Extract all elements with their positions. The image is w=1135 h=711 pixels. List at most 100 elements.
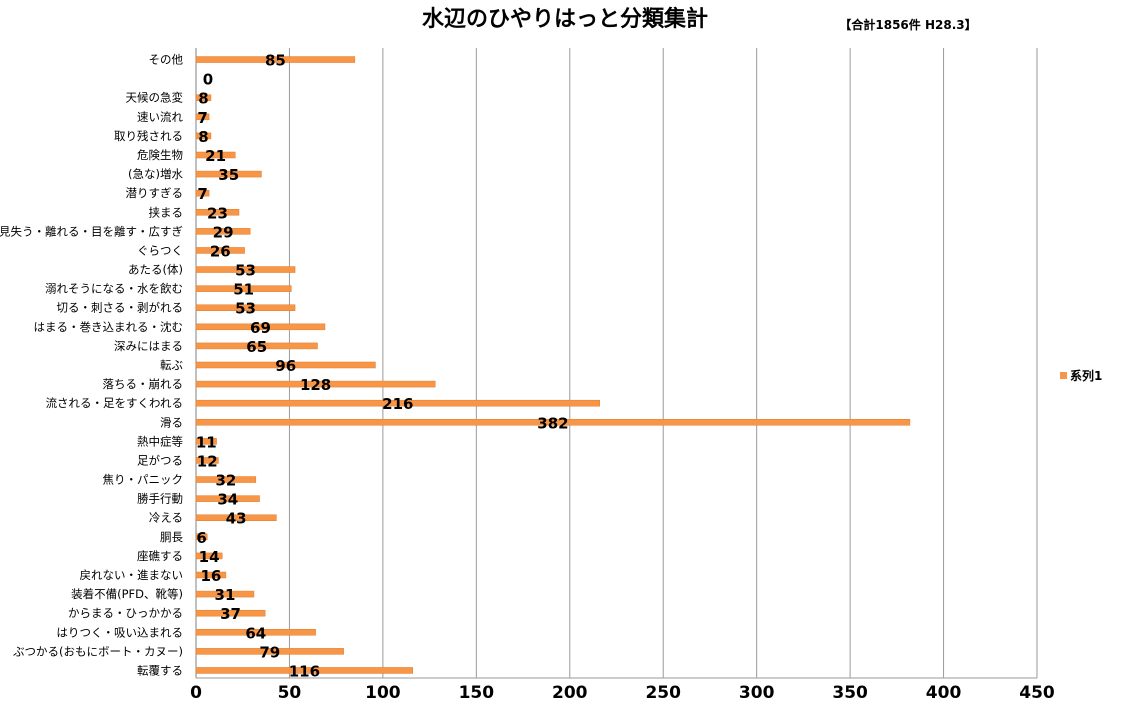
data-label: 85 bbox=[265, 52, 286, 70]
data-label: 69 bbox=[250, 319, 271, 337]
category-label: 熱中症等 bbox=[137, 434, 183, 448]
bar bbox=[195, 476, 257, 483]
bar bbox=[195, 323, 326, 331]
category-label: 挟まる bbox=[149, 205, 184, 219]
data-label: 53 bbox=[235, 300, 256, 318]
data-label: 0 bbox=[203, 71, 213, 89]
data-label: 216 bbox=[382, 395, 413, 413]
data-label: 8 bbox=[198, 90, 208, 108]
x-tick-label: 300 bbox=[739, 683, 775, 703]
bar bbox=[195, 399, 600, 407]
category-label: 天候の急変 bbox=[126, 91, 184, 105]
bar bbox=[195, 151, 236, 159]
x-tick-label: 0 bbox=[190, 683, 202, 703]
x-tick-label: 400 bbox=[926, 683, 962, 703]
data-label: 37 bbox=[220, 605, 241, 623]
data-label: 79 bbox=[259, 643, 280, 661]
chart-title: 水辺のひやりはっと分類集計 bbox=[422, 6, 708, 32]
category-label: ぐらつく bbox=[137, 243, 183, 257]
bar bbox=[195, 170, 262, 178]
category-label: ぶつかる(おもにボート・カヌー) bbox=[13, 644, 183, 658]
bars bbox=[195, 56, 911, 674]
bar bbox=[195, 667, 414, 674]
category-label: 焦り・パニック bbox=[103, 473, 184, 487]
bar bbox=[195, 552, 223, 560]
data-label: 14 bbox=[199, 548, 220, 566]
data-label: 53 bbox=[235, 262, 256, 280]
legend: 系列1 bbox=[1060, 368, 1102, 383]
data-label: 8 bbox=[198, 128, 208, 146]
bar bbox=[195, 361, 376, 369]
bar bbox=[195, 648, 344, 655]
data-label: 43 bbox=[226, 510, 247, 528]
category-label: 勝手行動 bbox=[137, 492, 183, 506]
category-label: 潜りすぎる bbox=[126, 186, 184, 200]
data-label: 16 bbox=[201, 567, 222, 585]
data-label: 12 bbox=[197, 452, 218, 470]
data-label: 7 bbox=[197, 109, 207, 127]
category-label: 足がつる bbox=[137, 453, 183, 467]
bar bbox=[195, 189, 210, 197]
category-label: 装着不備(PFD、靴等) bbox=[71, 587, 183, 601]
data-label: 11 bbox=[196, 433, 217, 451]
category-label: 取り残される bbox=[114, 129, 183, 143]
bar bbox=[195, 457, 219, 464]
bar bbox=[195, 533, 208, 541]
chart-subtitle: 【合計1856件 H28.3】 bbox=[839, 17, 976, 32]
category-label: 流される・足をすくわれる bbox=[46, 396, 183, 410]
bar bbox=[195, 571, 227, 579]
category-label: はまる・巻き込まれる・沈む bbox=[34, 320, 184, 334]
category-label: 冷える bbox=[149, 511, 183, 525]
category-label: あたる(体) bbox=[128, 263, 183, 277]
data-label: 32 bbox=[215, 472, 236, 490]
data-label: 64 bbox=[245, 624, 266, 642]
category-label: 落ちる・崩れる bbox=[103, 377, 184, 391]
category-label: 切る・刺さる・剥がれる bbox=[57, 301, 184, 315]
data-label: 23 bbox=[207, 204, 228, 222]
bar bbox=[195, 113, 210, 121]
bar bbox=[195, 285, 292, 292]
bar bbox=[195, 438, 217, 445]
bar bbox=[195, 228, 251, 235]
bar bbox=[195, 94, 212, 101]
data-label: 7 bbox=[197, 185, 207, 203]
category-label: 胴長 bbox=[160, 530, 183, 544]
data-label: 6 bbox=[196, 529, 206, 547]
x-tick-label: 350 bbox=[832, 683, 868, 703]
data-label: 31 bbox=[215, 586, 236, 604]
bar bbox=[195, 342, 318, 350]
category-label: 転ぶ bbox=[160, 358, 183, 372]
legend-swatch bbox=[1060, 372, 1067, 379]
category-label: 座礁する bbox=[137, 549, 183, 563]
x-tick-label: 100 bbox=[365, 683, 401, 703]
x-tick-label: 150 bbox=[459, 683, 495, 703]
x-tick-label: 200 bbox=[552, 683, 588, 703]
data-label: 21 bbox=[205, 147, 226, 165]
bar bbox=[195, 514, 277, 521]
category-label: 転覆する bbox=[137, 663, 183, 677]
bar bbox=[195, 495, 260, 502]
x-tick-label: 50 bbox=[278, 683, 302, 703]
data-label: 51 bbox=[233, 281, 254, 299]
data-label: 382 bbox=[537, 414, 568, 432]
data-label: 116 bbox=[289, 662, 320, 680]
category-label: 危険生物 bbox=[137, 148, 183, 162]
category-label: 速い流れ bbox=[137, 110, 183, 124]
bar bbox=[195, 380, 436, 388]
data-label: 65 bbox=[246, 338, 267, 356]
category-label: 滑る bbox=[160, 415, 183, 429]
bar bbox=[195, 56, 356, 63]
x-tick-label: 450 bbox=[1019, 683, 1055, 703]
bar bbox=[195, 609, 266, 617]
category-label: 見失う・離れる・目を離す・広すぎ bbox=[0, 224, 183, 238]
category-label: その他 bbox=[149, 53, 184, 67]
gridlines bbox=[195, 48, 1038, 679]
category-label: からまる・ひっかかる bbox=[68, 606, 183, 620]
bar bbox=[195, 629, 316, 636]
category-label: はりつく・吸い込まれる bbox=[56, 625, 183, 639]
legend-label: 系列1 bbox=[1070, 368, 1102, 383]
data-label: 128 bbox=[300, 376, 331, 394]
